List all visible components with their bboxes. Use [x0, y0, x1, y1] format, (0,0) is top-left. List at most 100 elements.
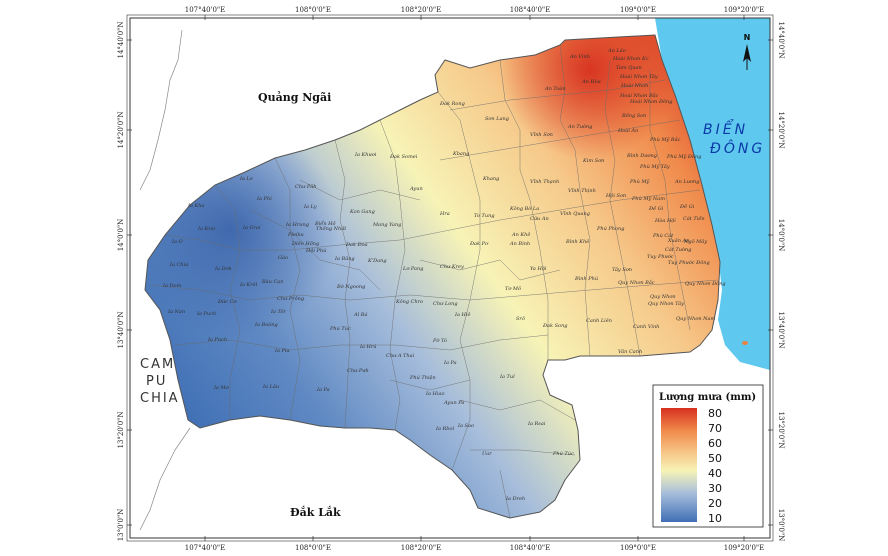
- place-label: Ia Phí: [256, 195, 273, 202]
- place-label: Ia Krêl: [239, 281, 258, 288]
- island: [742, 341, 748, 345]
- place-label: Chư Păh: [295, 183, 316, 190]
- place-label: Ia Dơk: [214, 266, 232, 272]
- map-frame-outer: [126, 14, 774, 542]
- lon-label-top: 108°20'0"E: [401, 6, 441, 14]
- district-boundaries: [149, 44, 719, 518]
- lat-label-right: 13°40'0"N: [777, 311, 785, 348]
- place-label: Canh Vinh: [633, 324, 659, 330]
- place-label: Đề Gi: [679, 202, 695, 210]
- place-label: Biển Hồ: [314, 219, 336, 227]
- place-label: Ia Pia: [274, 348, 290, 354]
- place-label: Chư Pưh: [347, 368, 369, 374]
- place-label: Ia Grai: [242, 225, 261, 231]
- place-label: Ia Mơ: [213, 385, 230, 391]
- place-label: Ia Ly: [303, 204, 317, 210]
- place-label: Quy Nhơn Bắc: [618, 279, 655, 286]
- place-label: Đức Cơ: [217, 298, 237, 305]
- place-label: An Toàn: [544, 85, 566, 92]
- place-label: Ia Puch: [196, 311, 216, 317]
- place-label: Ya Hội: [530, 265, 547, 272]
- place-label: Ia Băng: [334, 255, 355, 262]
- place-label: Cát Tường: [665, 246, 691, 253]
- place-label: Phù Cát: [652, 232, 674, 239]
- legend-colorbar: [661, 408, 697, 522]
- lon-labels-bottom: 107°40'0"E 108°0'0"E 108°20'0"E 108°40'0…: [185, 544, 764, 552]
- place-label: Phù Mỹ: [629, 178, 650, 185]
- lon-label-top: 109°0'0"E: [620, 6, 656, 14]
- legend-tick: 30: [708, 482, 722, 495]
- lat-label-right: 13°20'0"N: [777, 411, 785, 448]
- lat-label-right: 14°0'0"N: [777, 219, 785, 252]
- place-label: Ia Rsai: [527, 421, 546, 427]
- legend-tick: 20: [708, 497, 722, 510]
- place-label: Quy Nhơn Tây: [648, 300, 684, 307]
- place-label: Ia Tôr: [270, 308, 287, 315]
- place-label: Khang: [482, 176, 499, 182]
- place-label: Chư Long: [433, 301, 458, 307]
- place-label: Cửu An: [530, 215, 549, 222]
- place-label: Ayun: [409, 186, 423, 192]
- place-label: Ngô Mây: [683, 238, 707, 245]
- place-label: An Bình: [509, 240, 530, 247]
- place-label: Vĩnh Thạnh: [530, 178, 559, 185]
- place-label: Chư Krey: [440, 264, 464, 270]
- place-label: Ayun Pa: [443, 400, 464, 406]
- legend-tick: 50: [708, 452, 722, 465]
- place-label: Hoài Nhơn Kc: [612, 55, 649, 62]
- lon-labels-top: 107°40'0"E 108°0'0"E 108°20'0"E 108°40'0…: [185, 6, 764, 14]
- place-label: Đak Song: [542, 323, 568, 329]
- place-label: Phù Mỹ Đông: [666, 153, 701, 160]
- legend: Lượng mưa (mm) 80 70 60 50 40 30 20 10: [652, 384, 764, 528]
- place-label: Hội Phú: [305, 247, 326, 254]
- place-label: Tuy Phước: [647, 253, 674, 260]
- place-label: Quy Nhơn Đông: [685, 280, 726, 287]
- province-outline: [144, 34, 721, 519]
- place-label: Gào: [278, 254, 288, 261]
- place-label: Đak Pơ: [469, 241, 489, 247]
- lat-label-right: 14°40'0"N: [777, 21, 785, 58]
- place-label: Phú Thiện: [409, 374, 436, 381]
- place-label: Ia Dreh: [505, 496, 525, 502]
- place-label: Hoài Nhơn Tây: [619, 73, 658, 80]
- place-label: Phù Mỹ Nam: [631, 195, 665, 202]
- region-label-campuchia-2: PU: [146, 374, 167, 389]
- place-label: To Tung: [474, 213, 495, 219]
- lon-label-top: 109°20'0"E: [724, 6, 764, 14]
- map-frame: [129, 17, 771, 539]
- lon-label-top: 107°40'0"E: [185, 6, 225, 14]
- place-label: Ia Nan: [167, 309, 185, 315]
- place-label: Ia Lâu: [262, 383, 279, 390]
- place-label: Bàu Cạn: [261, 278, 284, 285]
- place-label: Srô: [516, 315, 525, 322]
- lon-label-bottom: 108°40'0"E: [510, 544, 550, 552]
- place-label: Phú Túc: [552, 450, 574, 457]
- lat-label-right: 14°20'0"N: [777, 111, 785, 148]
- place-label: Phú Túc: [329, 325, 351, 332]
- lat-labels-left: 14°40'0"N 14°20'0"N 14°0'0"N 13°40'0"N 1…: [117, 21, 125, 541]
- place-label: Hòa Hội: [654, 217, 676, 224]
- lon-label-top: 108°0'0"E: [295, 6, 331, 14]
- place-label: Đề Gi: [648, 204, 664, 212]
- place-label: Ia Le: [239, 176, 253, 182]
- place-label: Hra: [439, 211, 450, 217]
- place-label: Hoài Nhơn Bắc: [619, 92, 659, 99]
- place-label: Lơ Pang: [402, 266, 423, 272]
- place-label: Uar: [482, 451, 492, 457]
- place-label: Hoài Nhơn Đông: [629, 98, 672, 105]
- place-label: Hoài Nhơn: [620, 82, 648, 89]
- place-label: Tam Quan: [616, 65, 642, 71]
- lon-label-bottom: 108°0'0"E: [295, 544, 331, 552]
- lon-label-top: 108°40'0"E: [510, 6, 550, 14]
- place-label: Ia Púch: [207, 336, 227, 343]
- place-label: Thống Nhất: [316, 225, 347, 232]
- lat-label-left: 13°0'0"N: [117, 509, 125, 542]
- place-label: Chư Prông: [277, 295, 304, 302]
- place-label: Tơ Mô: [505, 285, 521, 292]
- place-label: Ia Khươi: [354, 152, 377, 158]
- place-label: Quy Nhơn Nam: [676, 316, 716, 322]
- place-label: Bình Dương: [626, 152, 657, 159]
- place-label: Ia Tul: [499, 374, 515, 380]
- legend-tick: 70: [708, 422, 722, 435]
